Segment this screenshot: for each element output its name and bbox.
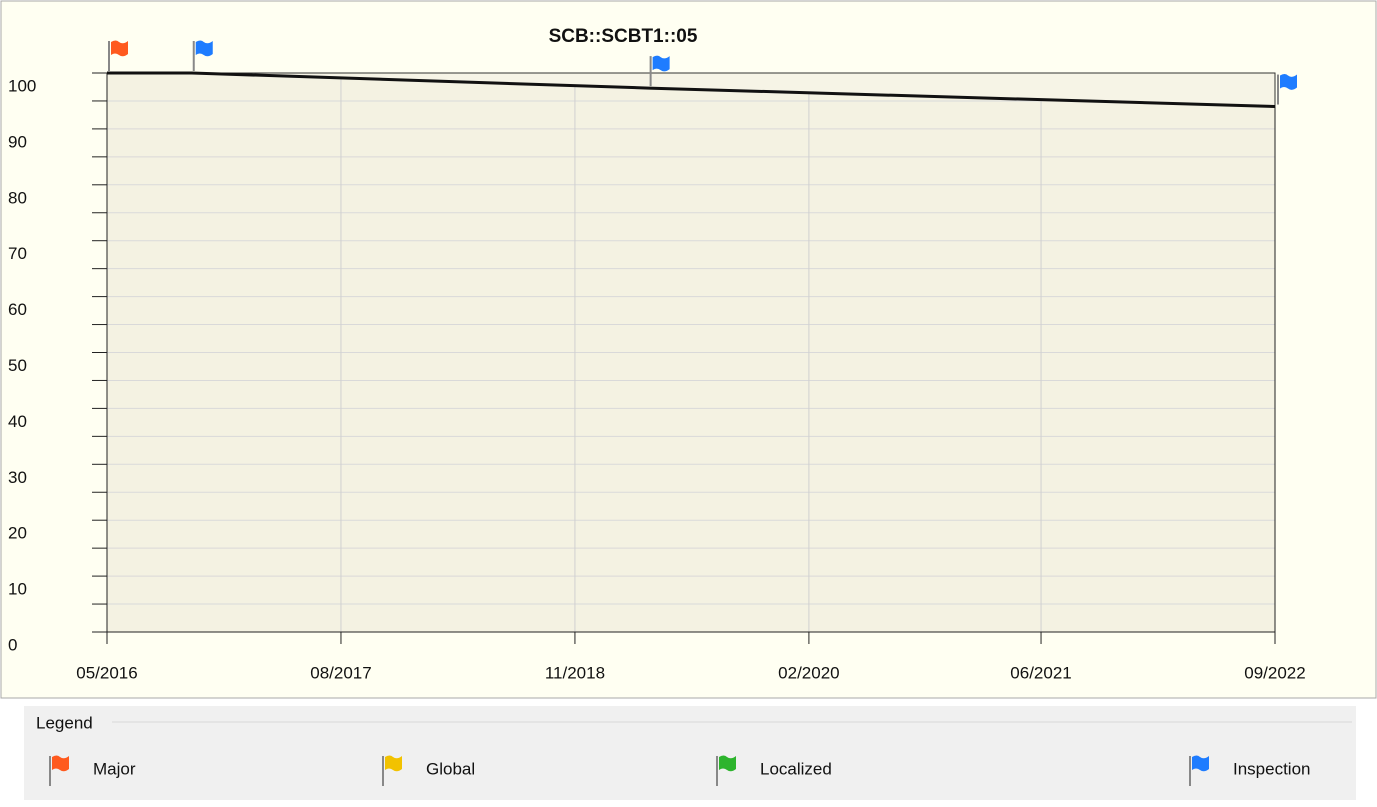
legend-flag-part	[52, 755, 69, 772]
event-flag	[1277, 74, 1297, 105]
legend-label: Global	[426, 759, 475, 778]
legend-label: Inspection	[1233, 759, 1311, 778]
y-tick-label: 70	[8, 244, 27, 263]
legend-title: Legend	[36, 713, 93, 732]
event-flag-part	[111, 40, 128, 57]
y-tick-label: 100	[8, 76, 36, 95]
legend-flag	[716, 755, 736, 786]
x-tick-label: 08/2017	[310, 663, 371, 682]
chart-title: SCB::SCBT1::05	[549, 26, 698, 47]
event-flag	[649, 55, 670, 87]
x-tick-label: 09/2022	[1244, 663, 1305, 682]
y-tick-label: 90	[8, 132, 27, 151]
y-tick-label: 80	[8, 188, 27, 207]
legend-flag-part	[1192, 755, 1209, 772]
x-tick-label: 05/2016	[76, 663, 137, 682]
y-tick-label: 0	[8, 635, 17, 654]
event-flag-part	[195, 40, 213, 57]
y-tick-label: 30	[8, 468, 27, 487]
legend-box	[24, 706, 1356, 800]
legend-label: Major	[93, 759, 136, 778]
y-tick-label: 20	[8, 524, 27, 543]
legend-flag-part	[385, 755, 402, 772]
legend-label: Localized	[760, 759, 832, 778]
y-tick-label: 60	[8, 300, 27, 319]
legend-flag-part	[719, 755, 736, 772]
line	[107, 71, 1276, 109]
event-flag	[192, 40, 213, 71]
x-tick-label: 02/2020	[778, 663, 839, 682]
legend-flag	[382, 755, 402, 786]
legend-flag	[49, 755, 69, 786]
event-flag	[108, 40, 128, 71]
legend-flag	[1189, 755, 1209, 786]
y-tick-label: 50	[8, 356, 27, 375]
event-flag-part	[652, 55, 670, 72]
x-tick-label: 11/2018	[545, 663, 605, 682]
event-flag-part	[1280, 74, 1297, 90]
y-tick-label: 10	[8, 580, 27, 599]
y-tick-label: 40	[8, 412, 27, 431]
x-tick-label: 06/2021	[1010, 663, 1071, 682]
